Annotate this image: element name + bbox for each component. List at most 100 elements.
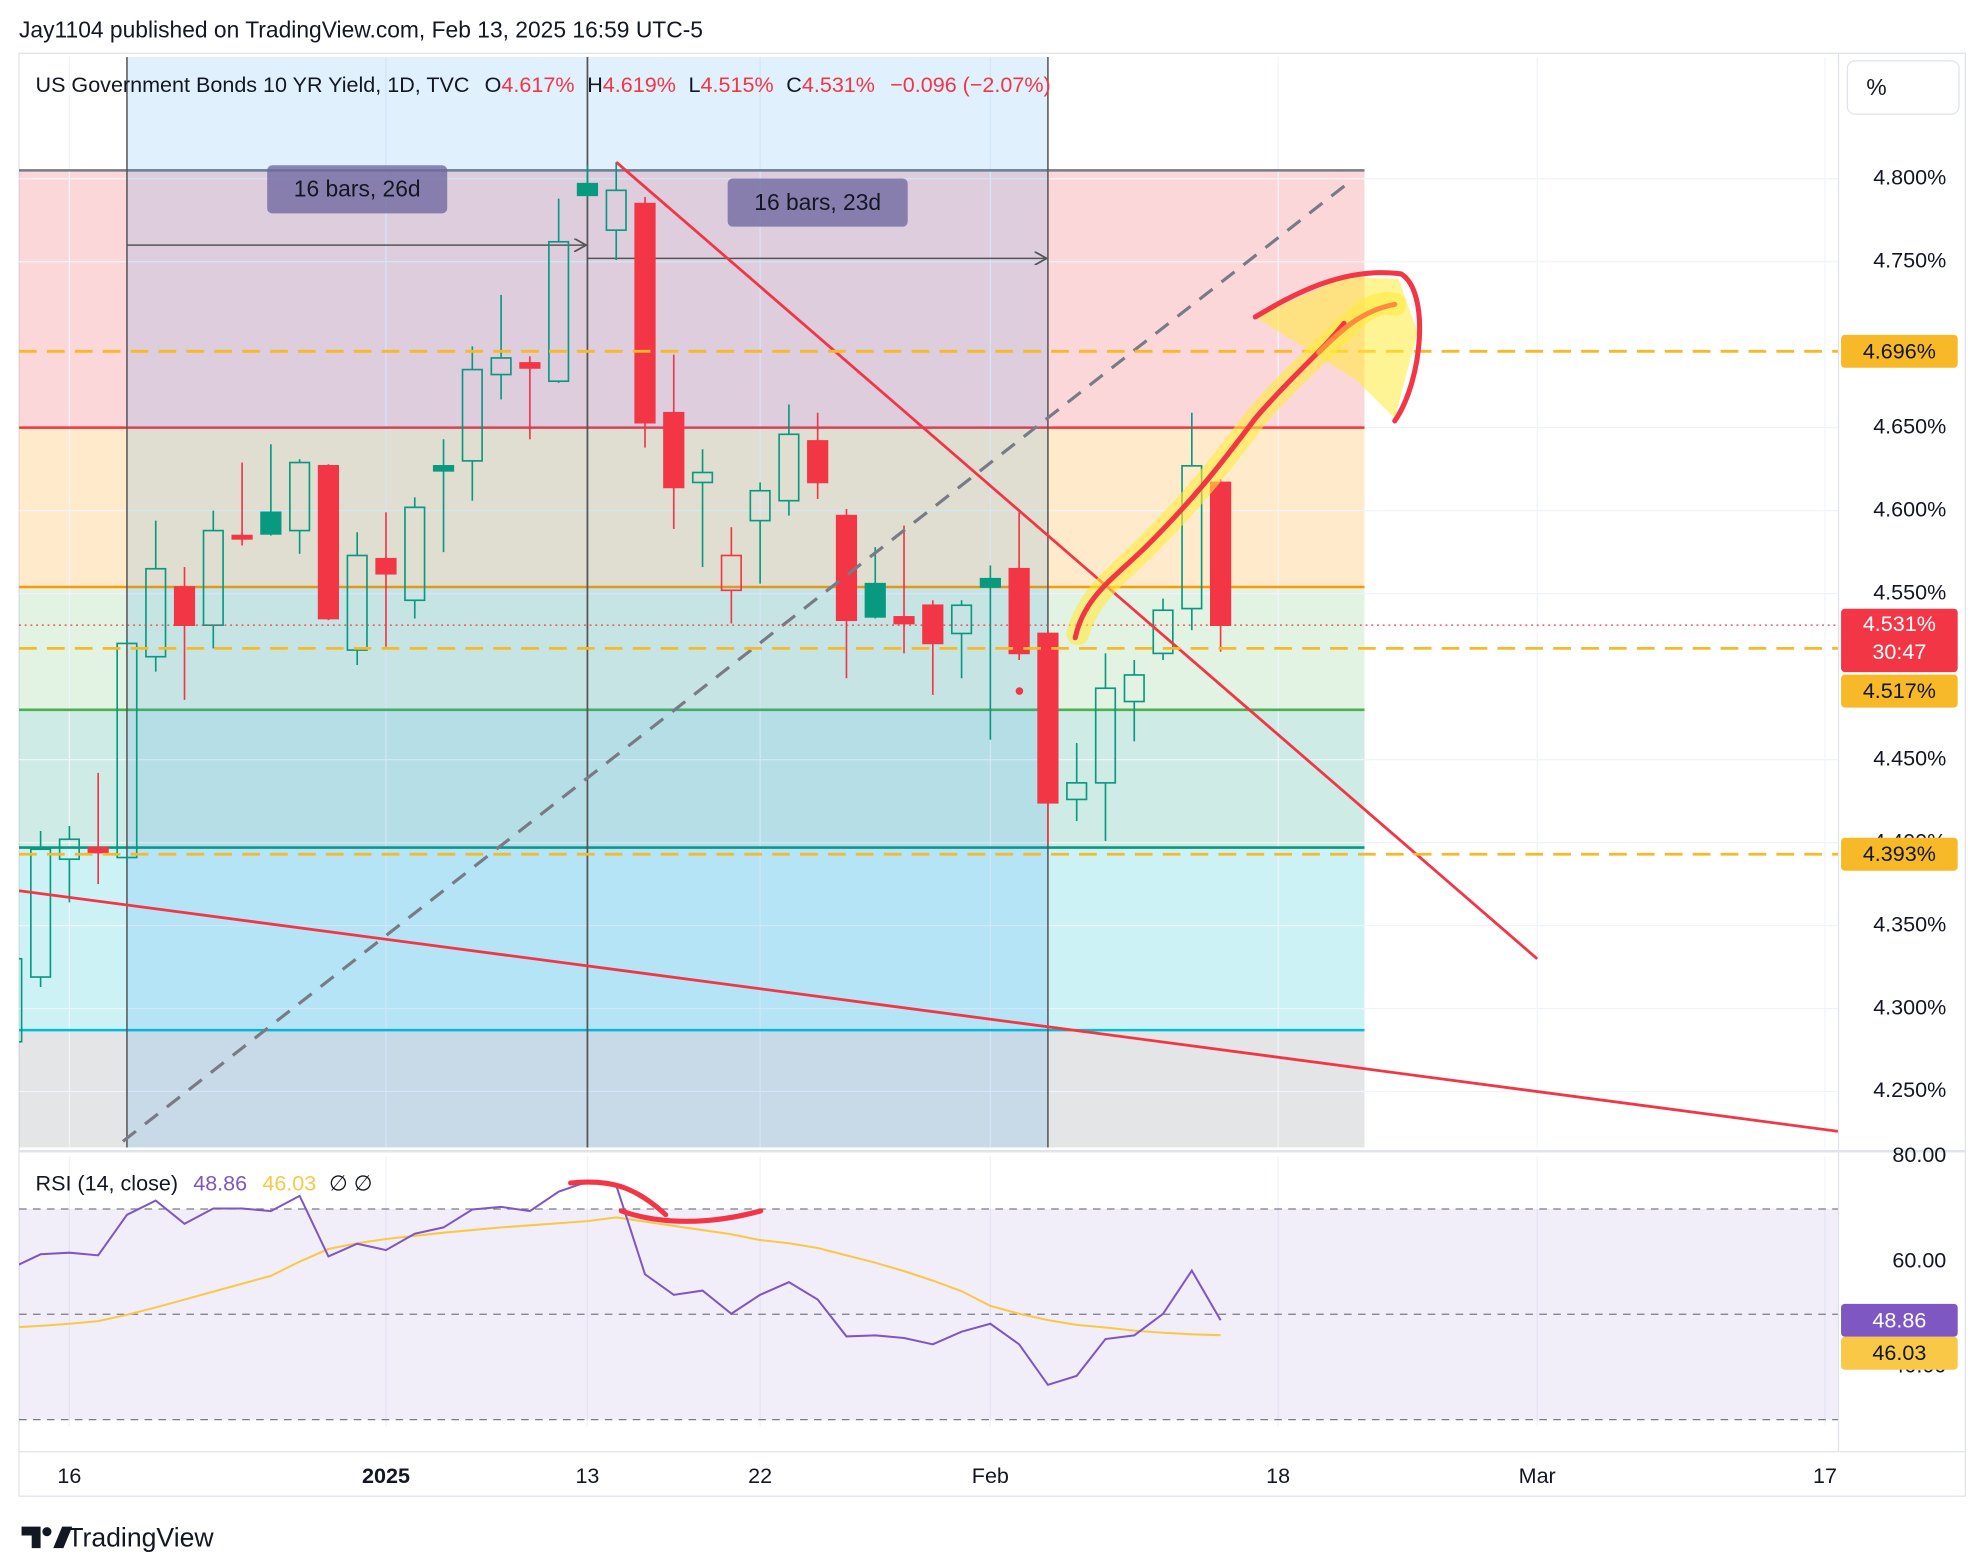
rsi-badge — [1841, 1336, 1958, 1370]
logo-mark — [21, 1526, 41, 1549]
trend-line — [19, 889, 1839, 1133]
x-tick-label: 2025 — [362, 1463, 410, 1488]
candle-body — [432, 465, 455, 472]
candle-body — [19, 957, 23, 1043]
rsi-line — [19, 1216, 1221, 1337]
candle-body — [778, 433, 800, 502]
legend-key: H — [587, 72, 603, 97]
candle-body — [950, 604, 973, 635]
y-tick-label: 4.250% — [1873, 1077, 1946, 1102]
rsi-legend-extra: ∅ ∅ — [329, 1170, 373, 1195]
candle-body — [116, 642, 138, 859]
candle-body — [1209, 481, 1232, 626]
y-tick-label: 4.550% — [1873, 579, 1946, 604]
level-zone — [19, 709, 1365, 848]
x-tick-label: 18 — [1266, 1463, 1290, 1488]
price-line-badge-label: 4.517% — [1863, 678, 1936, 703]
legend-value: 4.617% — [501, 72, 574, 97]
x-tick-label: 13 — [575, 1463, 599, 1488]
x-tick-label: Feb — [972, 1463, 1009, 1488]
y-tick-label: 4.800% — [1873, 164, 1946, 189]
legend-change: −0.096 (−2.07%) — [890, 72, 1051, 97]
trend-line — [121, 182, 1349, 1143]
candle-body — [749, 489, 771, 522]
annotations — [568, 270, 1423, 1224]
candle-body — [1181, 465, 1203, 610]
candle-body — [663, 411, 685, 489]
y-tick-label: 4.350% — [1873, 911, 1946, 936]
candle-body — [634, 202, 656, 424]
candle-body — [691, 471, 714, 484]
candle-body — [87, 846, 109, 854]
candle-body — [317, 465, 340, 620]
price-line-badge-label: 4.393% — [1863, 841, 1936, 866]
date-range-label: 16 bars, 23d — [754, 189, 881, 215]
x-tick-label: 17 — [1813, 1463, 1837, 1488]
hand-drawn-inner — [1316, 301, 1398, 356]
x-tick-label: 16 — [57, 1463, 81, 1488]
candle-body — [404, 506, 426, 602]
x-tick-label: 22 — [748, 1463, 772, 1488]
price-legend: US Government Bonds 10 YR Yield, 1D, TVC… — [36, 72, 1051, 97]
countdown-label: 30:47 — [1872, 639, 1926, 664]
candle-body — [519, 362, 541, 369]
unit-button-label[interactable]: % — [1866, 74, 1886, 100]
candle-body — [375, 557, 397, 575]
candle-body — [979, 577, 1001, 588]
candle-body — [289, 461, 311, 532]
level-zone — [19, 170, 1365, 428]
candle-body — [605, 189, 627, 231]
candle-body — [548, 240, 570, 383]
rsi-drawn-curve — [568, 1179, 669, 1218]
chart-frame — [18, 52, 1966, 1497]
date-range-box — [587, 57, 1048, 1148]
price-line-badge — [1841, 334, 1958, 368]
logo-dot — [42, 1527, 52, 1537]
legend-value: 4.515% — [701, 72, 774, 97]
candle-body — [173, 586, 196, 626]
brand-logo: TradingView — [21, 1522, 214, 1552]
candle-body — [30, 848, 52, 978]
rsi-drawn-curve — [618, 1208, 764, 1224]
legend-value: 4.619% — [603, 72, 676, 97]
candle-body — [461, 368, 483, 462]
candle-body — [720, 554, 742, 592]
candle-body — [1008, 567, 1030, 655]
publish-info: Jay1104 published on TradingView.com, Fe… — [19, 17, 703, 43]
candle-body — [260, 511, 282, 535]
marker-dot — [1015, 687, 1024, 695]
price-line-badge-label: 4.696% — [1863, 338, 1936, 363]
candle-body — [864, 582, 886, 618]
date-range-label-box — [727, 178, 908, 227]
price-line-badge — [1841, 674, 1958, 708]
legend-key: O — [485, 72, 502, 97]
legend-key: C — [786, 72, 802, 97]
y-tick-label: 4.300% — [1873, 994, 1946, 1019]
candle-body — [1123, 674, 1145, 703]
level-zone — [19, 1030, 1365, 1148]
rsi-badge-label: 46.03 — [1872, 1340, 1926, 1365]
y-tick-label: 4.450% — [1873, 745, 1946, 770]
rsi-title: RSI (14, close) — [36, 1170, 179, 1195]
price-line-badge — [1841, 837, 1958, 871]
level-zone — [19, 847, 1365, 1031]
trend-line — [615, 161, 1539, 960]
last-price-badge — [1841, 608, 1958, 673]
rsi-pane — [19, 1156, 1839, 1427]
rsi-legend-value: 48.86 — [193, 1170, 247, 1195]
candle-body — [346, 554, 368, 651]
rsi-badge — [1841, 1303, 1958, 1337]
y-tick-label: 4.750% — [1873, 247, 1946, 272]
candle-body — [231, 534, 253, 540]
candle-body — [576, 182, 599, 197]
candle-body — [1094, 687, 1117, 784]
panes: 16 bars, 26d 16 bars, 23d 4.800% 4.750% 4.65… — [19, 53, 1966, 1488]
brand-name: TradingView — [67, 1522, 214, 1552]
candle-body — [58, 838, 81, 861]
unit-button[interactable] — [1846, 60, 1960, 115]
date-range-box — [126, 57, 588, 1148]
hand-drawn-curve — [1072, 320, 1347, 641]
candle-body — [893, 616, 915, 625]
